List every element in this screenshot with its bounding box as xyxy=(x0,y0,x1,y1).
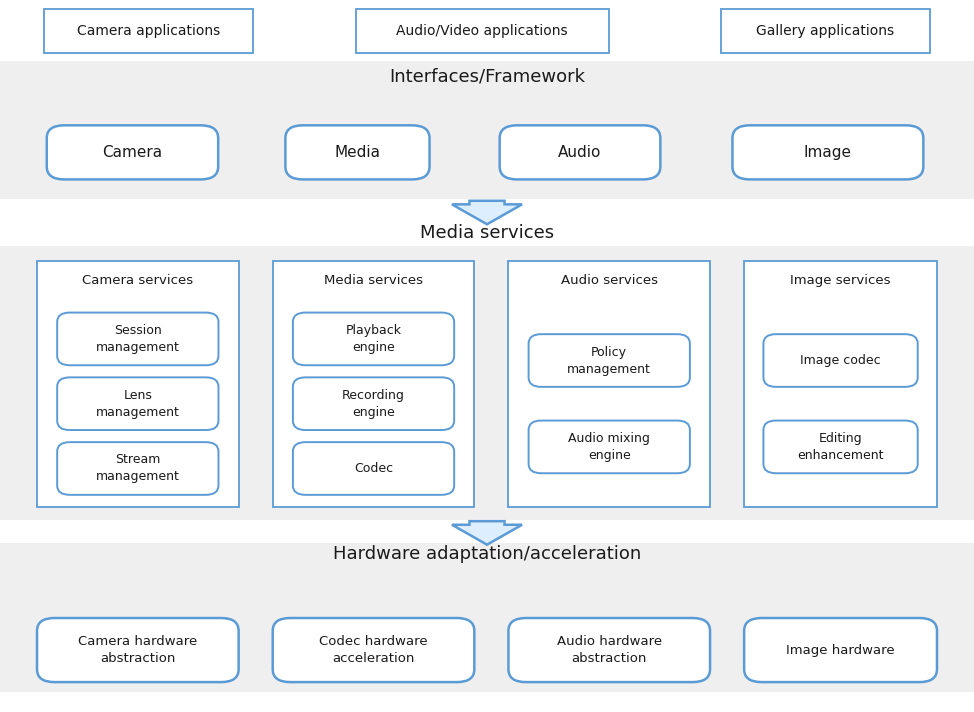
FancyBboxPatch shape xyxy=(57,377,218,430)
Bar xyxy=(0,543,974,692)
Bar xyxy=(744,261,937,507)
Bar xyxy=(273,261,474,507)
Text: Codec hardware
acceleration: Codec hardware acceleration xyxy=(319,635,428,665)
Text: Media services: Media services xyxy=(420,224,554,242)
Polygon shape xyxy=(452,201,522,224)
Text: Hardware adaptation/acceleration: Hardware adaptation/acceleration xyxy=(333,545,641,563)
Text: Audio mixing
engine: Audio mixing engine xyxy=(568,432,651,462)
Text: Camera hardware
abstraction: Camera hardware abstraction xyxy=(78,635,198,665)
Text: Image services: Image services xyxy=(790,274,891,287)
Text: Audio hardware
abstraction: Audio hardware abstraction xyxy=(557,635,661,665)
Text: Lens
management: Lens management xyxy=(95,389,180,419)
FancyBboxPatch shape xyxy=(529,421,690,473)
FancyBboxPatch shape xyxy=(37,618,239,682)
Text: Interfaces/Framework: Interfaces/Framework xyxy=(389,67,585,85)
Text: Recording
engine: Recording engine xyxy=(342,389,405,419)
FancyBboxPatch shape xyxy=(744,618,937,682)
Bar xyxy=(44,9,253,53)
FancyBboxPatch shape xyxy=(293,377,454,430)
FancyBboxPatch shape xyxy=(764,334,918,387)
FancyBboxPatch shape xyxy=(57,313,218,365)
FancyBboxPatch shape xyxy=(508,618,710,682)
Text: Media: Media xyxy=(334,145,381,160)
Text: Audio/Video applications: Audio/Video applications xyxy=(396,24,568,38)
Text: Policy
management: Policy management xyxy=(567,345,652,375)
FancyBboxPatch shape xyxy=(293,442,454,495)
Bar xyxy=(508,261,710,507)
Bar xyxy=(0,246,974,520)
Text: Image codec: Image codec xyxy=(801,354,880,367)
FancyBboxPatch shape xyxy=(764,421,918,473)
Text: Codec: Codec xyxy=(354,462,393,475)
Text: Camera applications: Camera applications xyxy=(77,24,220,38)
Bar xyxy=(356,9,609,53)
FancyBboxPatch shape xyxy=(57,442,218,495)
Text: Editing
enhancement: Editing enhancement xyxy=(798,432,883,462)
Text: Media services: Media services xyxy=(324,274,423,287)
Bar xyxy=(721,9,930,53)
Text: Playback
engine: Playback engine xyxy=(346,324,401,354)
Text: Image hardware: Image hardware xyxy=(786,644,895,656)
Text: Audio services: Audio services xyxy=(561,274,657,287)
FancyBboxPatch shape xyxy=(732,125,923,179)
FancyBboxPatch shape xyxy=(285,125,430,179)
Text: Stream
management: Stream management xyxy=(95,454,180,483)
Text: Image: Image xyxy=(804,145,852,160)
FancyBboxPatch shape xyxy=(529,334,690,387)
FancyBboxPatch shape xyxy=(47,125,218,179)
Bar xyxy=(0,61,974,199)
FancyBboxPatch shape xyxy=(293,313,454,365)
FancyBboxPatch shape xyxy=(273,618,474,682)
Text: Audio: Audio xyxy=(558,145,602,160)
Text: Camera services: Camera services xyxy=(82,274,194,287)
Text: Session
management: Session management xyxy=(95,324,180,354)
Bar xyxy=(37,261,239,507)
Text: Camera: Camera xyxy=(102,145,163,160)
Text: Gallery applications: Gallery applications xyxy=(757,24,894,38)
Polygon shape xyxy=(452,521,522,545)
FancyBboxPatch shape xyxy=(500,125,660,179)
